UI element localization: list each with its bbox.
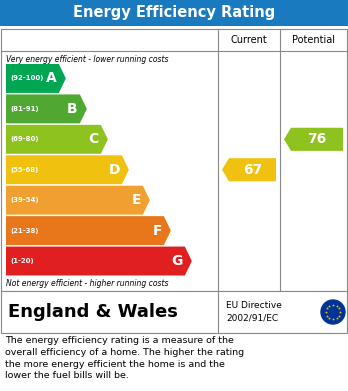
Text: B: B bbox=[67, 102, 78, 116]
Polygon shape bbox=[284, 128, 343, 151]
Text: Very energy efficient - lower running costs: Very energy efficient - lower running co… bbox=[6, 54, 168, 63]
Text: 76: 76 bbox=[307, 132, 327, 146]
Polygon shape bbox=[222, 158, 276, 181]
Polygon shape bbox=[6, 216, 171, 245]
Text: (69-80): (69-80) bbox=[10, 136, 39, 142]
Text: (81-91): (81-91) bbox=[10, 106, 39, 112]
Text: EU Directive: EU Directive bbox=[226, 301, 282, 310]
Text: (92-100): (92-100) bbox=[10, 75, 44, 81]
Bar bbox=[1, 291, 347, 333]
Text: C: C bbox=[89, 132, 99, 146]
Circle shape bbox=[321, 300, 345, 324]
Text: England & Wales: England & Wales bbox=[8, 303, 178, 321]
Text: Energy Efficiency Rating: Energy Efficiency Rating bbox=[73, 5, 275, 20]
Polygon shape bbox=[6, 155, 129, 184]
Text: F: F bbox=[152, 224, 162, 238]
Text: Not energy efficient - higher running costs: Not energy efficient - higher running co… bbox=[6, 280, 168, 289]
Text: 2002/91/EC: 2002/91/EC bbox=[226, 314, 278, 323]
Text: A: A bbox=[46, 72, 57, 86]
Text: Current: Current bbox=[231, 35, 267, 45]
Text: E: E bbox=[131, 193, 141, 207]
Text: (55-68): (55-68) bbox=[10, 167, 38, 173]
Text: (21-38): (21-38) bbox=[10, 228, 39, 233]
Text: (1-20): (1-20) bbox=[10, 258, 34, 264]
Text: (39-54): (39-54) bbox=[10, 197, 39, 203]
Polygon shape bbox=[6, 247, 192, 276]
Polygon shape bbox=[6, 95, 87, 123]
Text: G: G bbox=[172, 254, 183, 268]
Polygon shape bbox=[6, 64, 66, 93]
Polygon shape bbox=[6, 186, 150, 215]
Text: The energy efficiency rating is a measure of the
overall efficiency of a home. T: The energy efficiency rating is a measur… bbox=[5, 336, 244, 380]
Text: D: D bbox=[108, 163, 120, 177]
Text: Potential: Potential bbox=[292, 35, 335, 45]
Bar bbox=[0, 0, 348, 26]
Text: 67: 67 bbox=[243, 163, 262, 177]
Bar bbox=[1, 29, 347, 291]
Polygon shape bbox=[6, 125, 108, 154]
